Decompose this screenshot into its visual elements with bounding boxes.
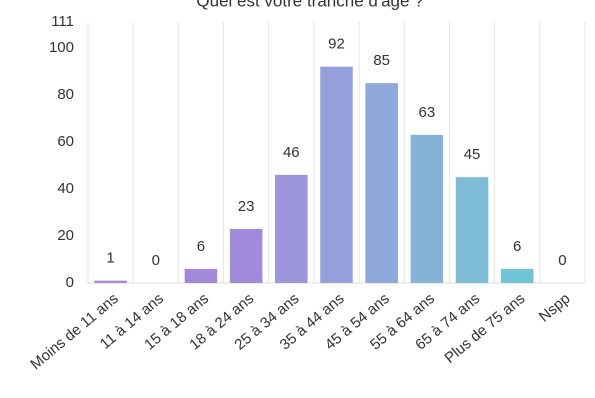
x-tick-label: Plus de 75 ans bbox=[441, 290, 528, 367]
y-tick-label: 0 bbox=[66, 274, 74, 291]
value-label: 92 bbox=[328, 36, 345, 53]
x-tick-label: Nspp bbox=[536, 290, 574, 326]
value-label: 6 bbox=[197, 238, 205, 255]
y-tick-label: 40 bbox=[57, 180, 74, 197]
y-tick-label: 80 bbox=[57, 86, 74, 103]
bar bbox=[500, 268, 534, 283]
bar bbox=[275, 174, 308, 283]
value-label: 0 bbox=[152, 252, 160, 269]
bar bbox=[410, 134, 444, 283]
y-tick-label: 100 bbox=[49, 39, 74, 56]
value-label: 46 bbox=[283, 144, 300, 161]
y-tick-label: 111 bbox=[51, 13, 74, 30]
bar bbox=[184, 268, 218, 283]
value-label: 45 bbox=[464, 146, 481, 163]
value-label: 1 bbox=[106, 250, 114, 267]
value-label: 6 bbox=[513, 238, 521, 255]
bar bbox=[365, 83, 398, 283]
bar bbox=[94, 280, 127, 283]
value-label: 85 bbox=[373, 52, 390, 69]
bar bbox=[320, 66, 353, 283]
value-label: 0 bbox=[558, 252, 566, 269]
value-label: 63 bbox=[419, 104, 436, 121]
chart-title: Quel est votre tranche d'âge ? bbox=[196, 0, 423, 10]
value-label: 23 bbox=[238, 198, 255, 215]
bar bbox=[455, 177, 489, 283]
y-tick-label: 20 bbox=[57, 227, 74, 244]
bar bbox=[229, 228, 263, 283]
y-tick-label: 60 bbox=[57, 133, 74, 150]
